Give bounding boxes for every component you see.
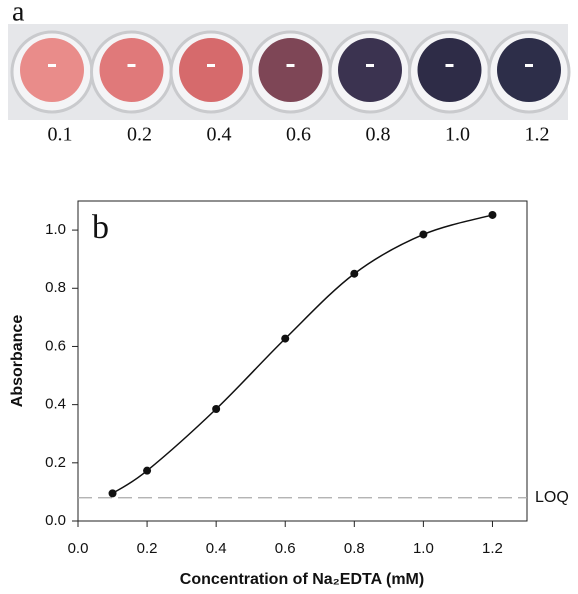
well xyxy=(20,38,84,102)
well xyxy=(179,38,243,102)
y-tick-label: 0.4 xyxy=(45,396,66,413)
well-glare xyxy=(445,64,454,67)
well-glare xyxy=(286,64,295,67)
data-point xyxy=(488,210,497,219)
well xyxy=(99,38,164,102)
x-tick-label: 0.8 xyxy=(344,540,365,557)
plot-frame xyxy=(77,200,528,522)
fit-line xyxy=(112,214,493,494)
well xyxy=(497,38,561,102)
x-tick-label: 0.6 xyxy=(275,540,296,557)
concentration-label: 0.4 xyxy=(207,124,232,146)
panel-label: b xyxy=(92,209,109,246)
data-point xyxy=(212,405,221,413)
concentration-label: 0.6 xyxy=(286,124,311,146)
x-tick-label: 1.2 xyxy=(482,540,503,557)
well-glare xyxy=(525,64,533,67)
concentration-label: 1.2 xyxy=(525,124,550,146)
data-point xyxy=(108,489,117,498)
x-tick-label: 0.2 xyxy=(137,540,158,557)
panel-label: a xyxy=(12,0,25,27)
x-tick-label: 0.4 xyxy=(206,540,227,557)
data-point xyxy=(350,269,359,278)
concentration-label: 1.0 xyxy=(445,124,470,146)
y-tick-label: 0.8 xyxy=(45,279,66,296)
data-point xyxy=(419,230,428,239)
well-glare xyxy=(48,64,56,67)
concentration-label: 0.2 xyxy=(127,124,152,146)
well xyxy=(417,38,482,102)
y-axis-title: Absorbance xyxy=(9,315,26,408)
y-tick-label: 0.0 xyxy=(45,512,66,529)
well xyxy=(338,38,402,102)
well-glare xyxy=(127,64,136,67)
y-tick-label: 1.0 xyxy=(45,221,66,238)
y-tick-label: 0.2 xyxy=(45,454,66,471)
well-glare xyxy=(366,64,374,67)
x-axis-title: Concentration of Na₂EDTA (mM) xyxy=(180,571,424,588)
well-glare xyxy=(207,64,215,67)
well xyxy=(258,38,323,102)
x-tick-label: 0.0 xyxy=(68,540,89,557)
data-point xyxy=(281,334,290,343)
data-point xyxy=(143,466,152,475)
x-tick-label: 1.0 xyxy=(413,540,434,557)
y-tick-label: 0.6 xyxy=(45,337,66,354)
reference-label: LOQ xyxy=(535,489,569,506)
concentration-label: 0.1 xyxy=(48,124,73,146)
concentration-label: 0.8 xyxy=(366,124,391,146)
